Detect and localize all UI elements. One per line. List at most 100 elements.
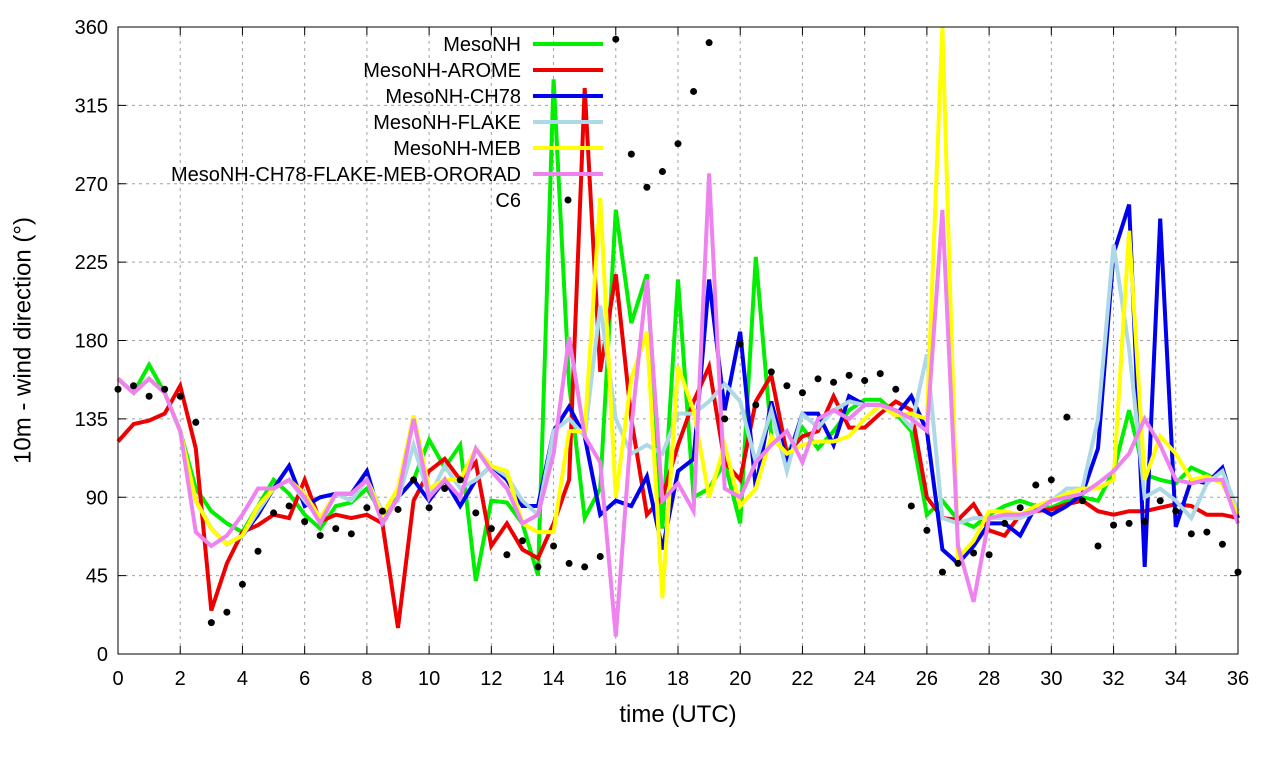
y-axis-ticks: 0 45 90 135 180 225 270 315 360 [75,17,1238,666]
x-tick-label: 10 [418,668,440,690]
c6-point [441,485,449,493]
c6-point [176,392,184,400]
c6-point [907,502,915,510]
c6-point [845,371,853,379]
c6-point [145,392,153,400]
c6-point [534,563,542,571]
x-tick-label: 2 [175,668,186,690]
c6-point [970,549,978,557]
c6-point [456,476,464,484]
c6-point [954,559,962,567]
c6-point [1032,481,1040,489]
c6-point [1016,504,1024,512]
c6-point [1172,507,1180,515]
x-tick-label: 20 [729,668,751,690]
c6-point [783,382,791,390]
c6-point [581,563,589,571]
c6-point [1078,497,1086,505]
c6-point [736,340,744,348]
x-tick-label: 28 [978,668,1000,690]
c6-point [254,547,262,555]
c6-point [1187,530,1195,538]
c6-point [347,530,355,538]
y-tick-label: 360 [75,17,108,39]
series-line-mesonh-ch78 [116,203,1240,567]
c6-point [285,502,293,510]
grid [118,27,1238,654]
y-tick-label: 0 [97,644,108,666]
c6-point [938,568,946,576]
c6-point [394,505,402,513]
c6-point [767,368,775,376]
x-axis-label: time (UTC) [619,701,736,728]
c6-point [161,385,169,393]
x-tick-label: 4 [237,668,248,690]
y-tick-label: 270 [75,174,108,196]
legend-label-c6: C6 [495,190,521,212]
c6-point [192,418,200,426]
series-line-mesonh-arome [116,87,1239,629]
c6-point [1047,476,1055,484]
legend-label-mesonh: MesoNH [443,34,521,56]
legend-label-mesonh-ch78-flake-meb-ororad: MesoNH-CH78-FLAKE-MEB-ORORAD [171,164,521,186]
c6-point [1156,497,1164,505]
c6-point [627,150,635,158]
c6-point [301,518,309,526]
y-tick-label: 225 [75,252,108,274]
y-tick-label: 180 [75,331,108,353]
x-tick-label: 16 [605,668,627,690]
c6-point [1125,519,1133,527]
c6-point [472,509,480,517]
c6-point [238,580,246,588]
c6-point [1218,540,1226,548]
y-tick-label: 135 [75,409,108,431]
legend-label-mesonh-ch78: MesoNH-CH78 [385,86,521,108]
c6-point [550,542,558,550]
c6-point [1094,542,1102,550]
c6-point [316,532,324,540]
c6-point [270,509,278,517]
c6-point [223,608,231,616]
c6-point [130,382,138,390]
c6-point [1001,519,1009,527]
series-line-mesonh-ch78-flake-meb-ororad [116,173,1240,637]
c6-point [814,375,822,383]
c6-point [643,183,651,191]
c6-point [378,507,386,515]
c6-point [518,537,526,545]
c6-point [1063,413,1071,421]
c6-point [503,551,511,559]
c6-point [658,168,666,176]
c6-point [985,551,993,559]
legend-label-mesonh-meb: MesoNH-MEB [393,138,521,160]
c6-point [721,415,729,423]
c6-point [830,378,838,386]
x-tick-label: 0 [112,668,123,690]
c6-point [410,476,418,484]
c6-point [612,35,620,43]
c6-point [596,552,604,560]
c6-points [114,35,1242,627]
x-tick-label: 8 [361,668,372,690]
x-tick-label: 14 [542,668,564,690]
legend-label-mesonh-arome: MesoNH-AROME [363,60,521,82]
c6-point [363,504,371,512]
x-tick-label: 22 [791,668,813,690]
x-tick-label: 6 [299,668,310,690]
c6-point [923,526,931,534]
c6-point [798,389,806,397]
series-lines [116,26,1240,637]
c6-point [876,370,884,378]
c6-point [1203,528,1211,536]
c6-point [861,377,869,385]
c6-point [565,559,573,567]
legend-marker-c6 [564,196,572,204]
y-tick-label: 45 [86,566,108,588]
x-tick-label: 34 [1165,668,1187,690]
x-tick-label: 24 [854,668,876,690]
c6-point [1141,518,1149,526]
c6-point [690,87,698,95]
legend-label-mesonh-flake: MesoNH-FLAKE [373,112,521,134]
c6-point [705,39,713,47]
